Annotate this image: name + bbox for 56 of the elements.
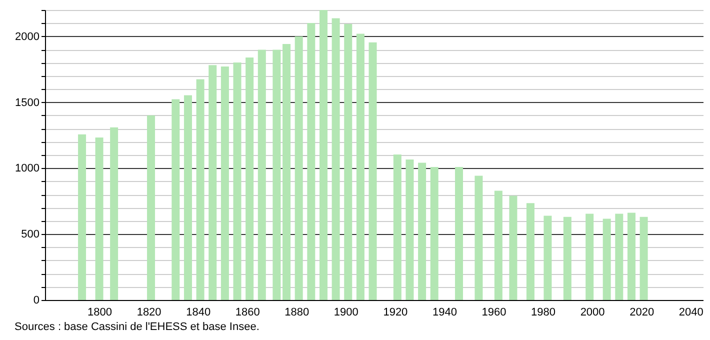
bar — [586, 214, 594, 300]
x-tick-label: 2020 — [630, 306, 654, 318]
y-tick-label: 1500 — [15, 96, 40, 109]
x-tick-label: 1980 — [531, 306, 556, 318]
bar — [602, 218, 611, 300]
bar — [430, 166, 438, 300]
bar — [95, 137, 104, 300]
bar — [494, 190, 502, 300]
bar — [147, 115, 156, 300]
bar — [307, 23, 316, 300]
bar — [418, 162, 426, 300]
bar — [615, 214, 624, 300]
bar — [172, 99, 180, 300]
x-tick-label: 1900 — [334, 306, 358, 318]
bar — [344, 24, 352, 300]
bar — [368, 42, 377, 300]
x-tick-label: 2040 — [678, 306, 704, 318]
x-tick-label: 1800 — [88, 306, 112, 318]
bar — [246, 57, 254, 300]
bar — [544, 216, 552, 300]
bar — [294, 36, 303, 300]
bar — [110, 127, 118, 300]
bar — [393, 154, 402, 300]
y-tick-label: 0 — [33, 294, 40, 306]
bar — [319, 10, 328, 300]
x-tick-label: 1940 — [432, 306, 457, 318]
bar — [356, 34, 364, 300]
x-tick-label: 1960 — [482, 306, 506, 318]
x-tick-label: 1920 — [383, 306, 408, 318]
bar — [184, 95, 192, 300]
bar — [258, 50, 266, 300]
bar — [332, 18, 340, 300]
x-tick-label: 1820 — [136, 306, 162, 318]
bar — [563, 216, 572, 300]
bar — [282, 44, 291, 300]
bar — [272, 50, 281, 300]
source-note: Sources : base Cassini de l'EHESS et base Insee. — [14, 321, 260, 333]
bar — [208, 65, 217, 300]
x-tick-label: 1860 — [235, 306, 260, 318]
bar — [233, 62, 242, 300]
y-tick-label: 500 — [21, 228, 40, 241]
bar — [196, 79, 204, 300]
x-tick-label: 1840 — [186, 306, 211, 318]
bar — [509, 196, 518, 300]
bar — [474, 176, 483, 300]
bar — [526, 203, 534, 300]
x-tick-label: 2000 — [580, 306, 605, 318]
y-tick-label: 1000 — [15, 162, 40, 175]
bar — [220, 66, 229, 300]
bar — [78, 134, 86, 300]
x-tick-label: 1880 — [284, 306, 310, 318]
bar — [627, 212, 636, 300]
bar — [640, 216, 648, 300]
y-tick-label: 2000 — [15, 30, 40, 43]
bar — [406, 159, 414, 300]
bar — [455, 166, 464, 300]
